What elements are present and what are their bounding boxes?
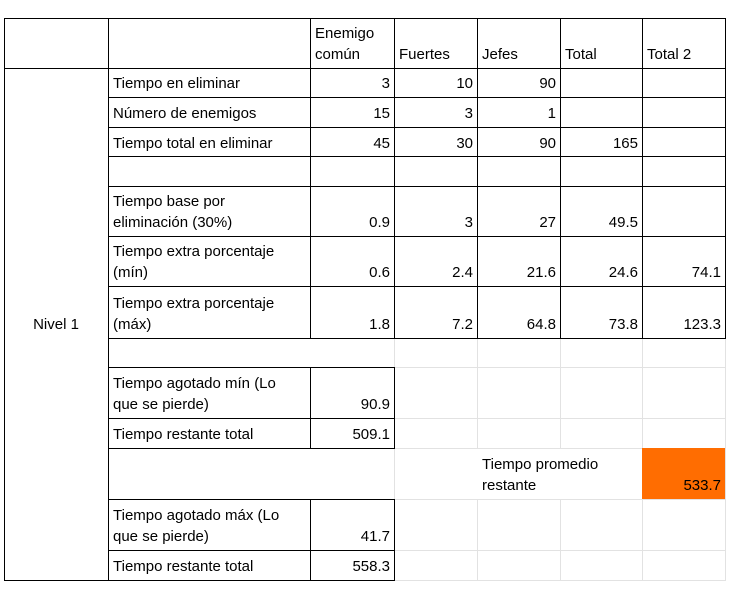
cell-tiempo-total-jefes[interactable]: 90 <box>539 135 556 152</box>
border-line <box>310 18 311 339</box>
border-line <box>108 236 726 237</box>
cell-extra-max-comun[interactable]: 1.8 <box>369 316 390 333</box>
border-line <box>108 418 395 419</box>
cell-tiempo-total-fuertes[interactable]: 30 <box>456 135 473 152</box>
row-label-numero-enemigos[interactable]: Número de enemigos <box>113 105 257 122</box>
cell-tiempo-eliminar-fuertes[interactable]: 10 <box>456 75 473 92</box>
cell-tiempo-total-comun[interactable]: 45 <box>373 135 390 152</box>
border-line <box>108 286 726 287</box>
light-gridline <box>108 367 726 368</box>
border-line <box>108 550 395 551</box>
border-line <box>4 18 726 19</box>
border-line <box>108 156 726 157</box>
light-gridline <box>642 499 643 581</box>
light-gridline <box>394 448 395 500</box>
border-line <box>4 580 395 581</box>
cell-numero-enemigos-jefes[interactable]: 1 <box>547 105 556 122</box>
border-line <box>642 18 643 339</box>
border-line <box>108 338 726 339</box>
light-gridline <box>725 338 726 449</box>
cell-tiempo-base-fuertes[interactable]: 3 <box>464 214 473 231</box>
row-label-restante-max[interactable]: Tiempo restante total <box>113 558 254 575</box>
row-label-extra-max[interactable]: Tiempo extra porcentaje (máx) <box>113 295 275 333</box>
cell-agotado-max-value[interactable]: 41.7 <box>360 528 390 545</box>
light-gridline <box>725 499 726 581</box>
cell-tiempo-base-comun[interactable]: 0.9 <box>369 214 390 231</box>
cell-numero-enemigos-fuertes[interactable]: 3 <box>464 105 473 122</box>
border-line <box>394 18 395 339</box>
cell-tiempo-base-total[interactable]: 49.5 <box>608 214 638 231</box>
cell-tiempo-eliminar-comun[interactable]: 3 <box>381 75 390 92</box>
row-label-tiempo-total[interactable]: Tiempo total en eliminar <box>113 135 273 152</box>
cell-extra-min-comun[interactable]: 0.6 <box>369 264 390 281</box>
cell-restante-min-value[interactable]: 509.1 <box>352 426 390 443</box>
header-total-2[interactable]: Total 2 <box>647 46 692 63</box>
cell-tiempo-eliminar-jefes[interactable]: 90 <box>539 75 556 92</box>
border-line <box>108 97 726 98</box>
row-label-extra-min[interactable]: Tiempo extra porcentaje (mín) <box>113 243 275 281</box>
light-gridline <box>477 499 478 581</box>
row-label-tiempo-eliminar[interactable]: Tiempo en eliminar <box>113 75 240 92</box>
border-line <box>108 127 726 128</box>
cell-numero-enemigos-comun[interactable]: 15 <box>373 105 390 122</box>
cell-tiempo-total-total[interactable]: 165 <box>612 135 638 152</box>
border-line <box>4 68 726 69</box>
header-fuertes[interactable]: Fuertes <box>399 46 450 63</box>
label-tiempo-promedio-restante[interactable]: Tiempo promedio restante <box>482 456 599 494</box>
border-line <box>4 18 5 581</box>
group-label-nivel-1[interactable]: Nivel 1 <box>33 315 79 333</box>
border-line <box>725 18 726 339</box>
cell-extra-max-fuertes[interactable]: 7.2 <box>452 316 473 333</box>
cell-agotado-min-value[interactable]: 90.9 <box>360 396 390 413</box>
light-gridline <box>725 448 726 500</box>
border-line <box>108 499 395 500</box>
border-line <box>108 448 395 449</box>
cell-extra-max-total[interactable]: 73.8 <box>608 316 638 333</box>
header-enemigo-comun[interactable]: Enemigo común <box>315 25 375 63</box>
border-line <box>108 18 109 581</box>
border-line <box>310 499 311 581</box>
row-label-restante-min[interactable]: Tiempo restante total <box>113 426 254 443</box>
border-line <box>477 18 478 339</box>
border-line <box>108 186 726 187</box>
header-jefes[interactable]: Jefes <box>482 46 518 63</box>
light-gridline <box>560 499 561 581</box>
cell-tiempo-base-jefes[interactable]: 27 <box>539 214 556 231</box>
border-line <box>394 499 395 581</box>
cell-extra-min-jefes[interactable]: 21.6 <box>526 264 556 281</box>
row-label-tiempo-base[interactable]: Tiempo base por eliminación (30%) <box>113 193 233 231</box>
light-gridline <box>560 338 561 449</box>
row-label-agotado-min[interactable]: Tiempo agotado mín (Lo que se pierde) <box>113 375 276 413</box>
border-line <box>310 367 311 449</box>
border-line <box>560 18 561 339</box>
row-label-agotado-max[interactable]: Tiempo agotado máx (Lo que se pierde) <box>113 507 280 545</box>
border-line <box>394 367 395 449</box>
light-gridline <box>642 338 643 449</box>
cell-extra-min-total[interactable]: 24.6 <box>608 264 638 281</box>
cell-extra-max-jefes[interactable]: 64.8 <box>526 316 556 333</box>
cell-restante-max-value[interactable]: 558.3 <box>352 558 390 575</box>
header-total[interactable]: Total <box>565 46 597 63</box>
cell-extra-min-fuertes[interactable]: 2.4 <box>452 264 473 281</box>
cell-extra-max-total2[interactable]: 123.3 <box>683 316 721 333</box>
cell-tiempo-promedio-value[interactable]: 533.7 <box>642 448 725 499</box>
light-gridline <box>477 338 478 449</box>
cell-extra-min-total2[interactable]: 74.1 <box>691 264 721 281</box>
border-line <box>108 367 395 368</box>
